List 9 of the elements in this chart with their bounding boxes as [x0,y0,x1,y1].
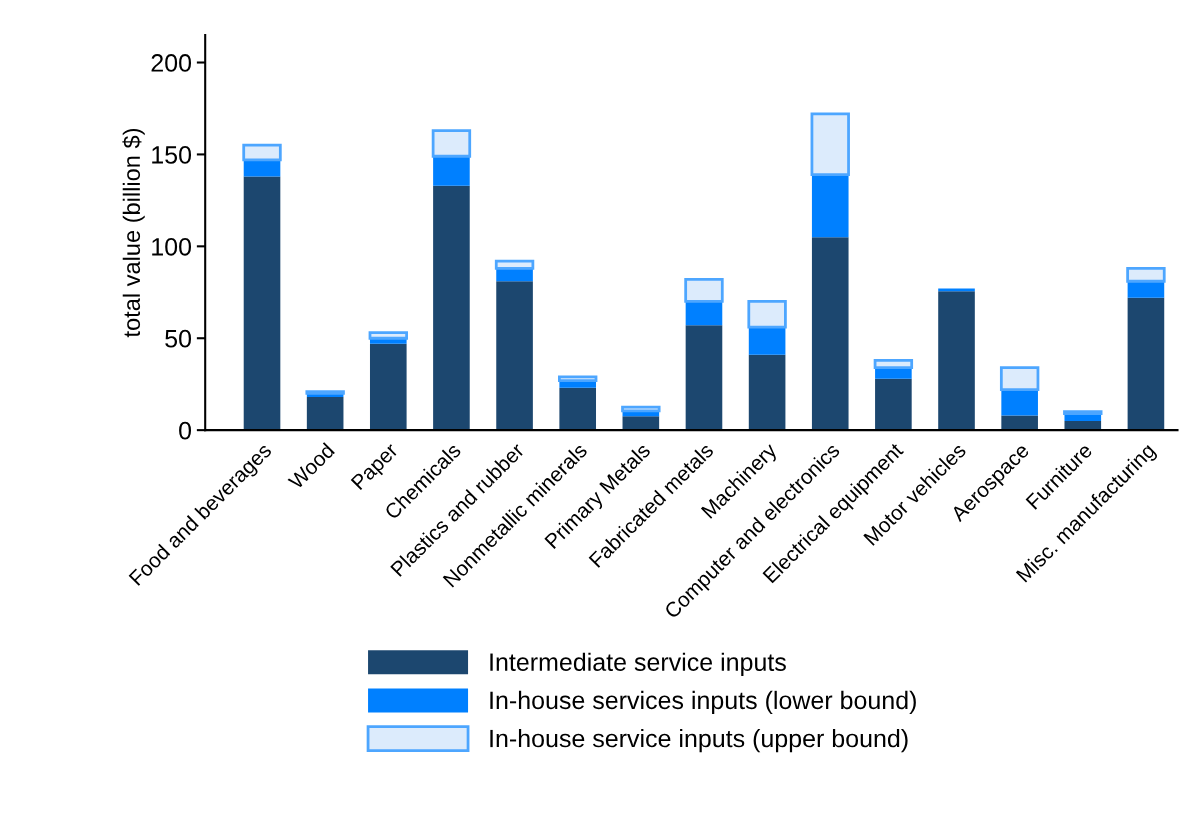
y-tick-label: 50 [165,329,192,348]
legend-label: In-house services inputs (lower bound) [490,690,916,715]
y-tick-label: 100 [152,237,192,256]
y-axis-title: total value (billion $) [122,129,145,338]
y-tick-label: 0 [179,421,192,440]
legend-label: In-house service inputs (upper bound) [490,729,908,753]
y-tick-label: 200 [151,54,192,72]
legend-label: Intermediate service inputs [490,652,786,676]
y-tick-label: 150 [152,146,192,164]
